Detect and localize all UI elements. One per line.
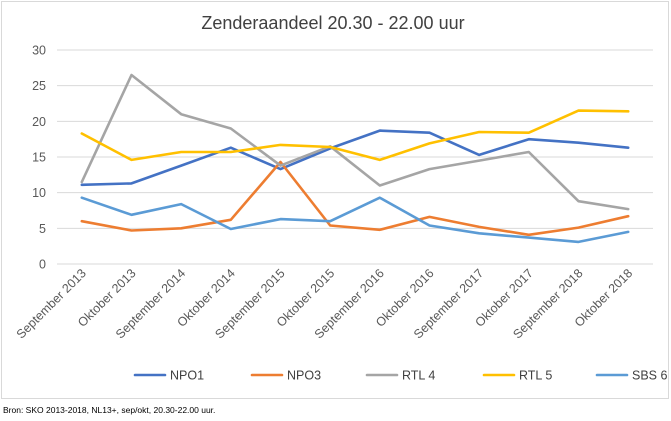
series-line-sbs-6 [80,196,630,244]
series-line-rtl-4 [80,73,630,211]
y-tick-label: 5 [39,222,46,236]
y-tick-label: 25 [32,79,46,93]
legend-item: RTL 4 [365,369,435,383]
source-note: Bron: SKO 2013-2018, NL13+, sep/okt, 20.… [3,405,216,415]
legend-item: NPO3 [250,369,321,383]
legend-item: SBS 6 [595,369,667,383]
y-tick-label: 15 [32,151,46,165]
legend-label: RTL 5 [519,369,552,383]
chart-frame [1,1,669,399]
series-line-rtl-5 [80,109,630,162]
legend-label: RTL 4 [402,369,435,383]
line-chart: Zenderaandeel 20.30 - 22.00 uur 0 5 10 15 20… [14,13,668,383]
legend-item: RTL 5 [482,369,552,383]
y-tick-label: 10 [32,186,46,200]
y-tick-label: 30 [32,44,46,58]
legend-label: NPO1 [170,369,204,383]
y-tick-label: 0 [39,258,46,272]
series-line-npo3 [80,160,630,237]
series-line-npo1 [80,129,630,187]
y-tick-label: 20 [32,115,46,129]
legend-label: SBS 6 [632,369,667,383]
legend-label: NPO3 [287,369,321,383]
legend-item: NPO1 [133,369,204,383]
chart-title: Zenderaandeel 20.30 - 22.00 uur [201,13,464,33]
x-tick-label: September 2013 [14,266,89,341]
